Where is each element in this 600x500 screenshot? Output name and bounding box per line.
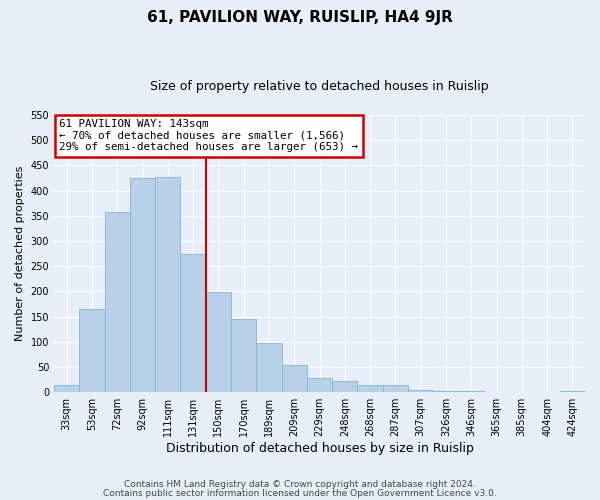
Bar (560, 391, 585, 392)
Bar (79, 309, 104, 392)
Title: Size of property relative to detached houses in Ruislip: Size of property relative to detached ho… (150, 80, 489, 93)
Bar (281, 365, 307, 392)
Y-axis label: Number of detached properties: Number of detached properties (15, 166, 25, 342)
Bar (307, 378, 332, 392)
Text: Contains public sector information licensed under the Open Government Licence v3: Contains public sector information licen… (103, 488, 497, 498)
Text: Contains HM Land Registry data © Crown copyright and database right 2024.: Contains HM Land Registry data © Crown c… (124, 480, 476, 489)
Bar (155, 177, 181, 392)
Bar (206, 292, 231, 392)
Bar (54, 384, 79, 392)
Text: 61, PAVILION WAY, RUISLIP, HA4 9JR: 61, PAVILION WAY, RUISLIP, HA4 9JR (147, 10, 453, 25)
Bar (458, 391, 484, 392)
Bar (433, 390, 458, 392)
Bar (383, 384, 408, 392)
Bar (104, 212, 130, 392)
Bar (231, 319, 256, 392)
Bar (130, 178, 155, 392)
Bar (181, 254, 206, 392)
Bar (408, 390, 433, 392)
X-axis label: Distribution of detached houses by size in Ruislip: Distribution of detached houses by size … (166, 442, 473, 455)
Bar (332, 381, 358, 392)
Bar (358, 385, 383, 392)
Text: 61 PAVILION WAY: 143sqm
← 70% of detached houses are smaller (1,566)
29% of semi: 61 PAVILION WAY: 143sqm ← 70% of detache… (59, 119, 358, 152)
Bar (256, 344, 281, 392)
